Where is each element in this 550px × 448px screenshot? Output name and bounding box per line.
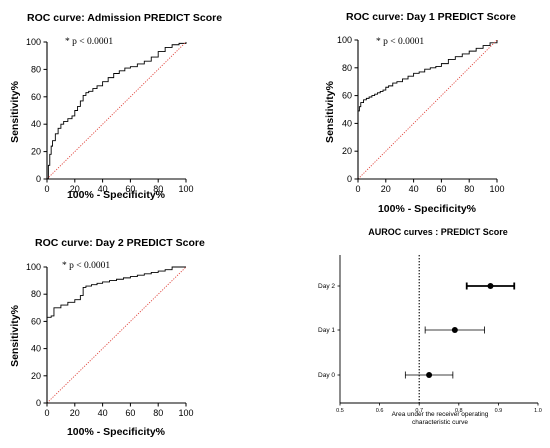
x-axis-label: 100% - Specificity% xyxy=(67,189,166,201)
x-tick-label: 80 xyxy=(153,184,163,194)
category-label: Day 1 xyxy=(318,327,335,334)
auroc-forest-panel: AUROC curves : PREDICT Score 0.5 0.6 0.7 0.8… xyxy=(318,227,542,426)
roc-panel-1: ROC curve: Admission PREDICT Score * p < … xyxy=(9,12,222,201)
x-axis-label-line: characteristic curve xyxy=(412,419,468,426)
x-axis-label-line: Area under the receiver operating xyxy=(392,411,489,418)
category-label: Day 0 xyxy=(318,372,335,379)
reference-diagonal-line xyxy=(46,266,187,404)
x-tick-label: 0.9 xyxy=(495,408,503,414)
auroc-estimate-point xyxy=(487,283,494,289)
x-tick-label: 0.5 xyxy=(336,408,344,414)
significance-annotation: * p < 0.0001 xyxy=(376,37,424,47)
panel-title: AUROC curves : PREDICT Score xyxy=(368,227,508,237)
significance-annotation: * p < 0.0001 xyxy=(65,37,113,47)
y-axis-label: Sensitivity% xyxy=(9,304,21,367)
x-axis-label: Area under the receiver operating charact… xyxy=(392,411,489,426)
x-tick-label: 40 xyxy=(98,184,108,194)
y-tick-label: 100 xyxy=(26,262,41,272)
y-tick-label: 0 xyxy=(36,174,41,184)
category-label: Day 2 xyxy=(318,283,335,290)
y-tick-label: 60 xyxy=(342,91,352,101)
roc-curve-line xyxy=(47,42,187,180)
y-tick-label: 100 xyxy=(26,37,41,47)
x-tick-label: 0 xyxy=(44,408,49,418)
x-tick-label: 20 xyxy=(70,408,80,418)
x-tick-label: 0.8 xyxy=(455,408,463,414)
x-tick-label: 0.7 xyxy=(415,408,423,414)
x-axis-label: 100% - Specificity% xyxy=(378,203,477,215)
y-tick-label: 60 xyxy=(31,92,41,102)
x-tick-label: 20 xyxy=(70,184,80,194)
x-tick-label: 80 xyxy=(153,408,163,418)
x-tick-label: 100 xyxy=(178,408,193,418)
y-tick-label: 80 xyxy=(31,289,41,299)
panel-title: ROC curve: Day 1 PREDICT Score xyxy=(346,11,516,23)
y-tick-label: 0 xyxy=(347,174,352,184)
x-tick-label: 60 xyxy=(125,184,135,194)
roc-panel-2: ROC curve: Day 1 PREDICT Score * p < 0.00… xyxy=(324,11,516,215)
x-tick-label: 40 xyxy=(98,408,108,418)
auroc-estimate-point xyxy=(426,372,433,378)
y-tick-label: 40 xyxy=(31,344,41,354)
y-tick-label: 40 xyxy=(342,118,352,128)
x-tick-label: 0 xyxy=(355,184,360,194)
panel-title: ROC curve: Admission PREDICT Score xyxy=(27,12,222,24)
y-tick-label: 100 xyxy=(337,35,352,45)
roc-curve-line xyxy=(358,40,498,112)
y-tick-label: 20 xyxy=(342,146,352,156)
x-tick-label: 0.6 xyxy=(376,408,384,414)
significance-annotation: * p < 0.0001 xyxy=(62,261,110,271)
x-tick-label: 1.0 xyxy=(534,408,542,414)
y-tick-label: 20 xyxy=(31,371,41,381)
x-tick-label: 0 xyxy=(44,184,49,194)
y-axis-label: Sensitivity% xyxy=(9,80,21,143)
panel-title: ROC curve: Day 2 PREDICT Score xyxy=(35,237,205,249)
reference-diagonal-line xyxy=(46,41,187,180)
y-tick-label: 80 xyxy=(342,63,352,73)
y-tick-label: 80 xyxy=(31,64,41,74)
x-axis-label: 100% - Specificity% xyxy=(67,426,166,438)
x-tick-label: 100 xyxy=(489,184,504,194)
x-tick-label: 40 xyxy=(409,184,419,194)
x-tick-label: 80 xyxy=(464,184,474,194)
y-axis-label: Sensitivity% xyxy=(324,80,336,143)
x-tick-label: 60 xyxy=(436,184,446,194)
y-tick-label: 40 xyxy=(31,119,41,129)
y-tick-label: 20 xyxy=(31,147,41,157)
x-tick-label: 60 xyxy=(125,408,135,418)
y-tick-label: 0 xyxy=(36,398,41,408)
y-tick-label: 60 xyxy=(31,316,41,326)
reference-diagonal-line xyxy=(357,39,498,180)
x-tick-label: 20 xyxy=(381,184,391,194)
roc-panel-3: ROC curve: Day 2 PREDICT Score * p < 0.00… xyxy=(9,237,205,438)
roc-curve-line xyxy=(47,266,186,318)
auroc-estimate-point xyxy=(451,327,458,333)
x-tick-label: 100 xyxy=(178,184,193,194)
